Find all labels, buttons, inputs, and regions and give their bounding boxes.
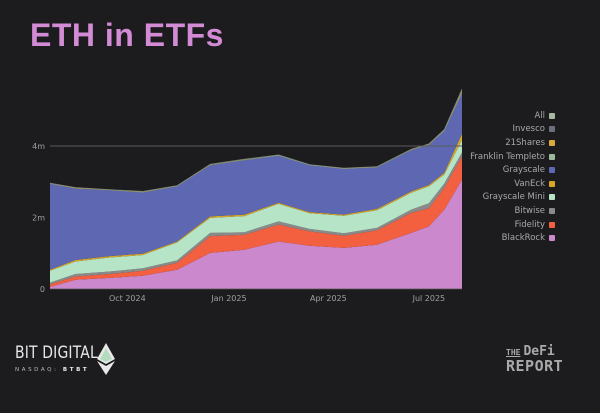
legend-label: Grayscale — [502, 165, 545, 176]
legend-swatch — [549, 126, 555, 133]
legend-label: Bitwise — [514, 205, 546, 216]
legend-label: Grayscale Mini — [482, 192, 545, 203]
bit-digital-ticker: NASDAQ: BTBT — [15, 367, 90, 373]
legend-swatch — [549, 194, 555, 201]
ethereum-icon — [97, 343, 115, 375]
x-axis: Oct 2024 Jan 2025 Apr 2025 Jul 2025 — [50, 288, 462, 303]
legend-swatch — [549, 207, 555, 214]
legend-swatch — [549, 180, 555, 187]
bit-digital-logo: BIT DIGITAL NASDAQ: BTBT — [15, 343, 116, 373]
bit-digital-name: BIT DIGITAL — [15, 343, 98, 363]
legend-item[interactable]: VanEck — [440, 177, 555, 191]
legend-swatch — [549, 221, 555, 228]
area-blackrock — [50, 179, 462, 289]
area-grayscale — [50, 93, 462, 270]
x-tick-label: Oct 2024 — [109, 294, 146, 303]
legend-item[interactable]: All — [440, 109, 555, 123]
legend-item[interactable]: Franklin Templeto — [440, 150, 555, 164]
legend-label: All — [534, 110, 545, 121]
areas — [49, 89, 463, 289]
legend-swatch — [549, 153, 555, 160]
area-grayscale-mini — [50, 139, 462, 283]
y-axis: 0 2m 4m — [32, 142, 45, 294]
legend-item[interactable]: Fidelity — [440, 218, 555, 232]
legend-label: Franklin Templeto — [470, 151, 545, 162]
legend-item[interactable]: Invesco — [440, 123, 555, 137]
legend-item[interactable]: Grayscale Mini — [440, 191, 555, 205]
legend-label: VanEck — [514, 178, 545, 189]
defi-report-logo: THE DeFi REPORT — [506, 344, 564, 375]
legend-item[interactable]: Grayscale — [440, 163, 555, 177]
x-tick-label: Jan 2025 — [210, 294, 246, 303]
legend-swatch — [549, 235, 555, 242]
legend: All Invesco 21Shares Franklin Templeto Grays… — [440, 109, 555, 245]
y-tick-label: 4m — [32, 142, 45, 151]
legend-label: 21Shares — [505, 137, 545, 148]
chart-title: ETH in ETFs — [30, 17, 224, 53]
legend-label: Fidelity — [514, 219, 545, 230]
x-tick-label: Jul 2025 — [412, 294, 446, 303]
legend-swatch — [549, 139, 555, 146]
x-tick-label: Apr 2025 — [310, 294, 347, 303]
y-tick-label: 0 — [40, 285, 45, 294]
legend-swatch — [549, 167, 555, 174]
legend-label: BlackRock — [501, 233, 545, 244]
legend-item[interactable]: Bitwise — [440, 204, 555, 218]
legend-swatch — [549, 112, 555, 119]
y-tick-label: 2m — [32, 214, 45, 223]
legend-item[interactable]: 21Shares — [440, 136, 555, 150]
legend-label: Invesco — [512, 124, 545, 135]
legend-item[interactable]: BlackRock — [440, 231, 555, 245]
